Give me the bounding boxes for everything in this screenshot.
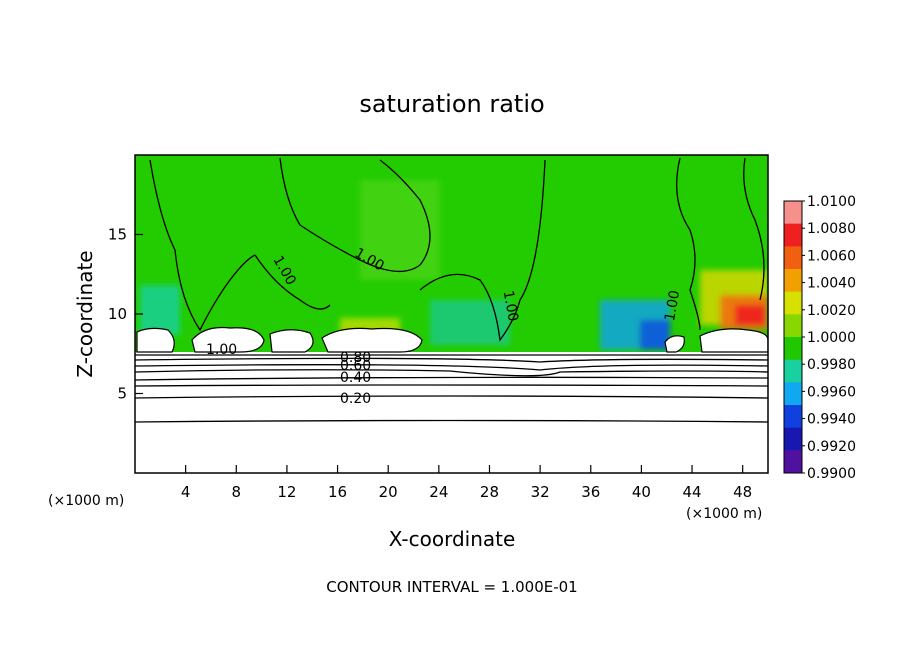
- y-tick-label: 10: [108, 305, 127, 323]
- x-tick-label: 12: [277, 483, 296, 501]
- colorbar-label: 1.0100: [807, 194, 856, 210]
- colorbar-label: 0.9920: [807, 439, 856, 455]
- colorbar-swatch: [784, 337, 802, 361]
- contour-label: 0.80: [340, 350, 371, 366]
- lower-white-region: [135, 352, 768, 473]
- heatmap-field: [135, 155, 768, 473]
- cloud-blob-5: [664, 335, 685, 353]
- colorbar-swatch: [784, 314, 802, 338]
- cloud-blobs: [136, 326, 768, 353]
- patch-light-green: [360, 180, 440, 280]
- x-axis: 4 8 12 16 20 24 28 32 36 40 44 48: [181, 465, 752, 501]
- colorbar-label: 0.9940: [807, 412, 856, 428]
- colorbar-label: 0.9900: [807, 466, 856, 482]
- colorbar-swatch: [784, 291, 802, 315]
- y-axis-label: Z-coordinate: [73, 250, 97, 377]
- colorbar-swatch: [784, 269, 802, 293]
- patch-left-cyan: [140, 285, 180, 335]
- contour-0.40: [135, 376, 768, 381]
- x-tick-label: 40: [632, 483, 651, 501]
- colorbar-swatch: [784, 405, 802, 429]
- colorbar-label: 0.9960: [807, 384, 856, 400]
- x-tick-label: 4: [181, 483, 191, 501]
- colorbar-swatch: [784, 450, 802, 474]
- contour-label: 0.40: [340, 370, 371, 386]
- x-tick-label: 28: [480, 483, 499, 501]
- contour-right: [676, 157, 701, 331]
- contour-right-edge: [743, 157, 765, 301]
- contour-center: [254, 254, 331, 310]
- contour-label: 1.00: [500, 289, 521, 322]
- contour-0.20: [135, 395, 768, 399]
- contour-0.50: [135, 369, 768, 377]
- contour-label: 1.00: [206, 342, 237, 358]
- x-tick-label: 32: [531, 483, 550, 501]
- colorbar-label: 1.0080: [807, 221, 856, 237]
- contour-label: 0.60: [340, 358, 371, 374]
- x-tick-label: 48: [733, 483, 752, 501]
- cloud-blob-2: [191, 326, 265, 353]
- contour-0.60: [135, 364, 768, 371]
- colorbar-swatch: [784, 201, 802, 225]
- cloud-blob-3: [269, 329, 314, 353]
- x-tick-label: 20: [379, 483, 398, 501]
- x-axis-label: X-coordinate: [389, 527, 516, 551]
- x-tick-label: 24: [429, 483, 448, 501]
- x-tick-label: 44: [682, 483, 701, 501]
- colorbar-swatch: [784, 427, 802, 451]
- cloud-blob-1: [136, 327, 175, 353]
- cloud-blob-4: [321, 327, 423, 353]
- x-unit-label: (×1000 m): [686, 506, 762, 522]
- colorbar-label: 1.0060: [807, 248, 856, 264]
- contour-mid: [419, 159, 546, 342]
- field-patches: [140, 180, 768, 350]
- colorbar-swatch: [784, 359, 802, 383]
- colorbar-swatch: [784, 246, 802, 270]
- contour-left: [149, 159, 256, 332]
- colorbar-label: 1.0040: [807, 276, 856, 292]
- colorbar-label: 0.9980: [807, 357, 856, 373]
- x-tick-label: 8: [232, 483, 242, 501]
- z-unit-label: (×1000 m): [48, 493, 124, 509]
- contour-interval-text: CONTOUR INTERVAL = 1.000E-01: [326, 578, 577, 596]
- chart-title: saturation ratio: [359, 90, 544, 118]
- colorbar-swatch: [784, 382, 802, 406]
- contour-upper: [279, 157, 431, 273]
- y-tick-label: 5: [117, 385, 127, 403]
- cloud-blob-6: [699, 328, 768, 353]
- contour-lines: [135, 157, 768, 423]
- y-tick-label: 15: [108, 226, 127, 244]
- colorbar: 1.0100 1.0080 1.0060 1.0040 1.0020 1.0000 0.99…: [783, 194, 856, 482]
- x-tick-label: 16: [328, 483, 347, 501]
- patch-center-cyan: [430, 300, 510, 345]
- x-tick-label: 36: [581, 483, 600, 501]
- patch-red: [735, 305, 765, 325]
- contour-label: 0.20: [340, 391, 371, 407]
- colorbar-label: 1.0000: [807, 330, 856, 346]
- contour-0.10: [135, 419, 768, 423]
- y-axis: 5 10 15: [108, 226, 143, 403]
- colorbar-swatch: [784, 223, 802, 247]
- contour-0.30: [135, 384, 768, 387]
- colorbar-label: 1.0020: [807, 303, 856, 319]
- contour-0.70: [135, 357, 768, 363]
- contour-label: 1.00: [662, 289, 683, 322]
